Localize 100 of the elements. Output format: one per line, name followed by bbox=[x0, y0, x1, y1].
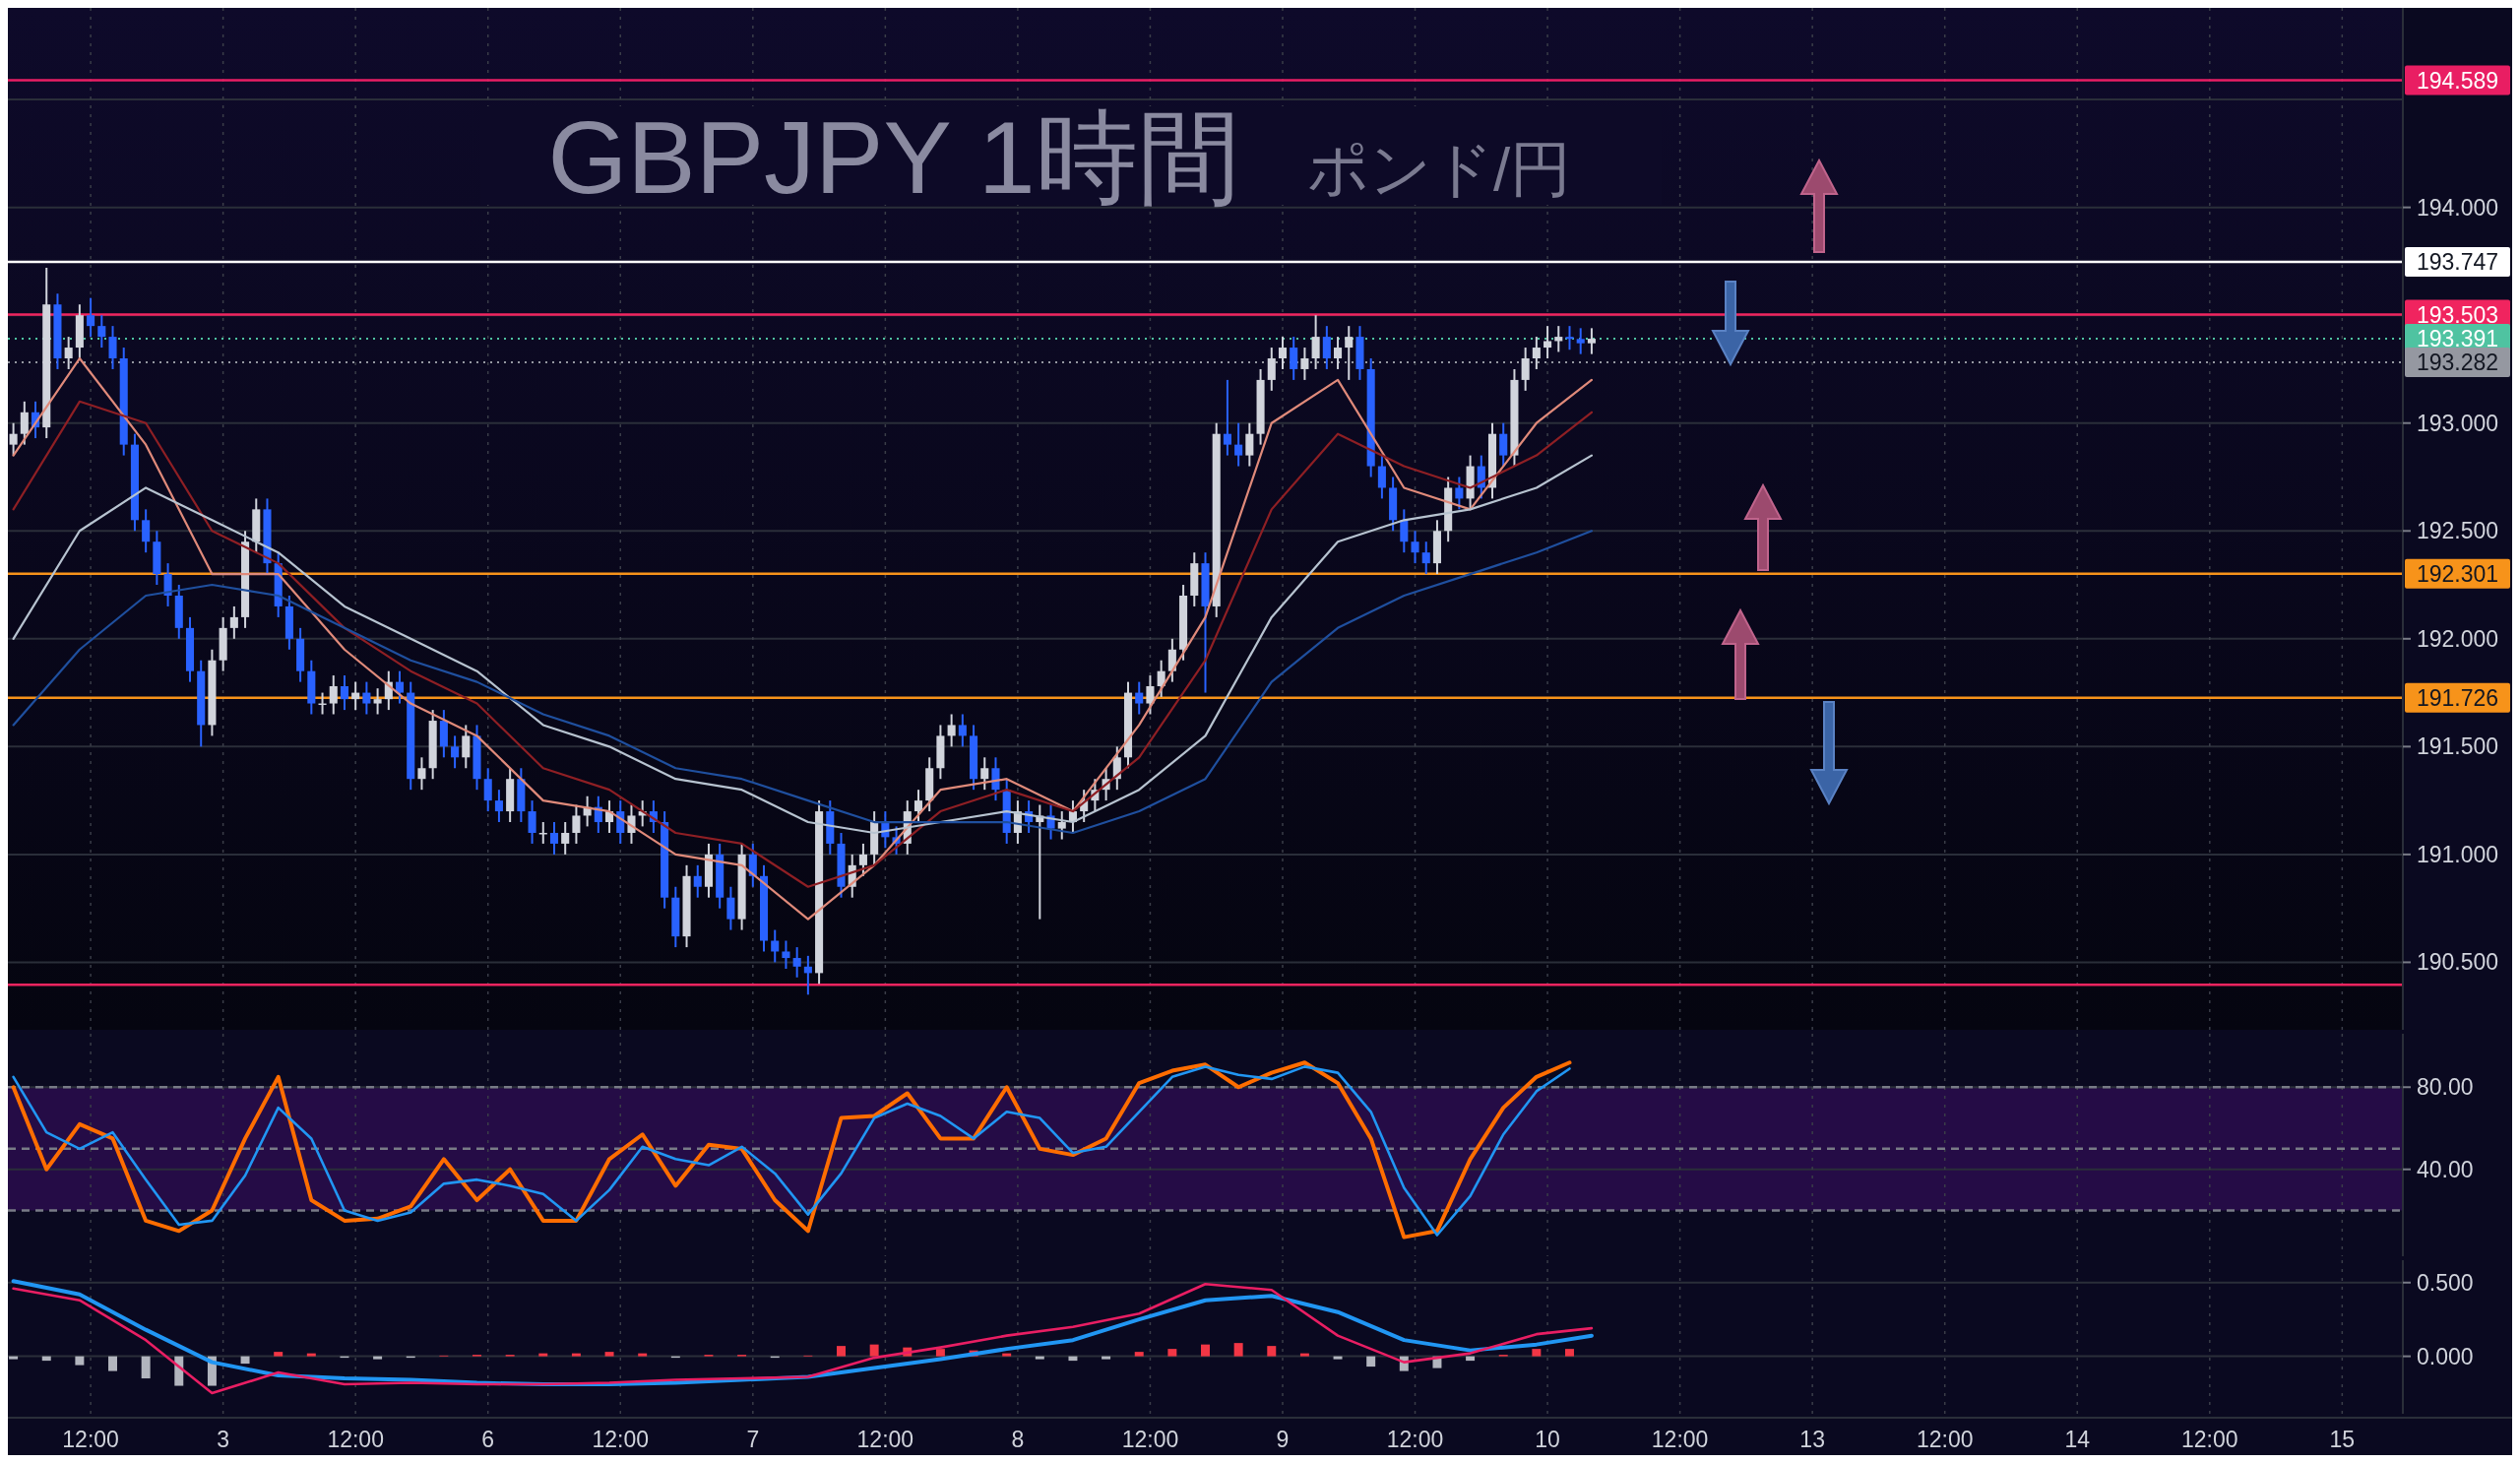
candlestick bbox=[97, 314, 106, 350]
candlestick bbox=[395, 669, 405, 705]
candlestick bbox=[87, 296, 95, 339]
ref-line-label: 193.282 bbox=[2417, 350, 2499, 375]
line-series bbox=[12, 530, 1594, 835]
candlestick bbox=[20, 400, 29, 446]
candlestick bbox=[1554, 325, 1563, 353]
bar bbox=[108, 1356, 117, 1371]
x-tick-label: 6 bbox=[481, 1427, 495, 1452]
bar bbox=[604, 1352, 614, 1357]
candlestick bbox=[1576, 327, 1585, 355]
ref-line-label: 192.301 bbox=[2417, 560, 2499, 587]
candlestick bbox=[142, 508, 151, 554]
bar bbox=[141, 1356, 151, 1379]
ref-line-label: 193.391 bbox=[2417, 326, 2499, 352]
candlestick bbox=[1544, 325, 1552, 359]
candlestick bbox=[1521, 347, 1530, 392]
candlestick bbox=[1499, 421, 1508, 468]
candlestick bbox=[1345, 325, 1354, 381]
candlestick bbox=[792, 946, 801, 979]
candlestick bbox=[351, 680, 360, 712]
ref-line-label: 194.589 bbox=[2417, 67, 2499, 94]
candlestick bbox=[782, 939, 790, 970]
bar bbox=[1201, 1344, 1210, 1357]
candlestick bbox=[1267, 347, 1276, 392]
candlestick bbox=[1300, 347, 1309, 381]
candlestick bbox=[1311, 314, 1320, 370]
bar bbox=[1102, 1356, 1111, 1360]
candlestick bbox=[803, 954, 812, 996]
candlestick bbox=[1565, 325, 1574, 351]
bar bbox=[1267, 1346, 1277, 1357]
candlestick bbox=[693, 863, 702, 899]
bar bbox=[1532, 1349, 1542, 1357]
bar bbox=[1466, 1356, 1476, 1362]
candlestick bbox=[1421, 541, 1430, 576]
candlestick bbox=[340, 674, 348, 712]
candlestick bbox=[451, 734, 460, 770]
bar bbox=[1002, 1353, 1012, 1357]
bar bbox=[935, 1349, 945, 1357]
candlestick bbox=[417, 756, 426, 792]
bar bbox=[1233, 1343, 1243, 1357]
bar bbox=[75, 1356, 85, 1366]
candlestick bbox=[991, 756, 1000, 802]
y-tick-label: 191.000 bbox=[2417, 841, 2499, 867]
y-tick-label: 0.500 bbox=[2417, 1269, 2474, 1296]
x-tick-label: 7 bbox=[746, 1427, 760, 1452]
candlestick bbox=[1223, 378, 1231, 457]
candlestick bbox=[373, 687, 382, 716]
candlestick bbox=[163, 562, 172, 607]
candlestick bbox=[914, 789, 923, 824]
x-tick-label: 12:00 bbox=[1121, 1427, 1179, 1452]
bar bbox=[1333, 1356, 1343, 1360]
x-tick-label: 12:00 bbox=[62, 1427, 119, 1452]
candlestick bbox=[958, 713, 967, 748]
candlestick bbox=[9, 421, 18, 457]
x-tick-label: 15 bbox=[2329, 1427, 2356, 1452]
y-tick-label: 193.000 bbox=[2417, 410, 2499, 436]
y-tick-label: 192.000 bbox=[2417, 625, 2499, 652]
bar bbox=[1167, 1349, 1177, 1357]
candlestick bbox=[1322, 325, 1331, 370]
bar bbox=[638, 1353, 648, 1357]
x-tick-label: 14 bbox=[2064, 1427, 2091, 1452]
text: ポンド/円 bbox=[1307, 135, 1572, 203]
bar bbox=[837, 1346, 846, 1357]
candlestick bbox=[1334, 336, 1343, 370]
bar bbox=[41, 1356, 51, 1362]
candlestick bbox=[1234, 421, 1243, 468]
candlestick bbox=[329, 674, 338, 716]
candlestick bbox=[1411, 530, 1419, 565]
candlestick bbox=[771, 928, 780, 964]
candlestick bbox=[627, 803, 636, 845]
bar bbox=[571, 1353, 581, 1357]
ref-line-label: 193.503 bbox=[2417, 301, 2499, 328]
bar bbox=[1134, 1352, 1144, 1357]
candlestick bbox=[1057, 810, 1066, 841]
x-tick-label: 12:00 bbox=[856, 1427, 914, 1452]
candlestick bbox=[726, 885, 735, 931]
bar bbox=[1565, 1349, 1574, 1357]
x-tick-label: 10 bbox=[1535, 1427, 1560, 1452]
bar bbox=[1299, 1353, 1309, 1357]
y-tick-label: 194.000 bbox=[2417, 194, 2499, 221]
candlestick bbox=[1455, 476, 1464, 511]
bar bbox=[274, 1352, 284, 1357]
x-tick-label: 13 bbox=[1799, 1427, 1825, 1452]
candlestick bbox=[858, 842, 867, 877]
y-tick-label: 191.500 bbox=[2417, 733, 2499, 760]
candlestick bbox=[1587, 327, 1596, 355]
x-tick-label: 8 bbox=[1011, 1427, 1025, 1452]
candlestick bbox=[1290, 336, 1298, 381]
candlestick bbox=[1400, 508, 1409, 554]
candlestick bbox=[108, 325, 117, 370]
candlestick bbox=[947, 713, 956, 748]
x-tick-label: 12:00 bbox=[1386, 1427, 1444, 1452]
candlestick bbox=[1377, 454, 1386, 500]
text: GBPJPY 1時間 bbox=[547, 100, 1240, 215]
candlestick bbox=[549, 821, 559, 856]
x-tick-label: 12:00 bbox=[1916, 1427, 1974, 1452]
y-tick-label: 0.000 bbox=[2417, 1343, 2474, 1369]
candlestick bbox=[561, 821, 570, 856]
candlestick bbox=[1278, 336, 1288, 370]
